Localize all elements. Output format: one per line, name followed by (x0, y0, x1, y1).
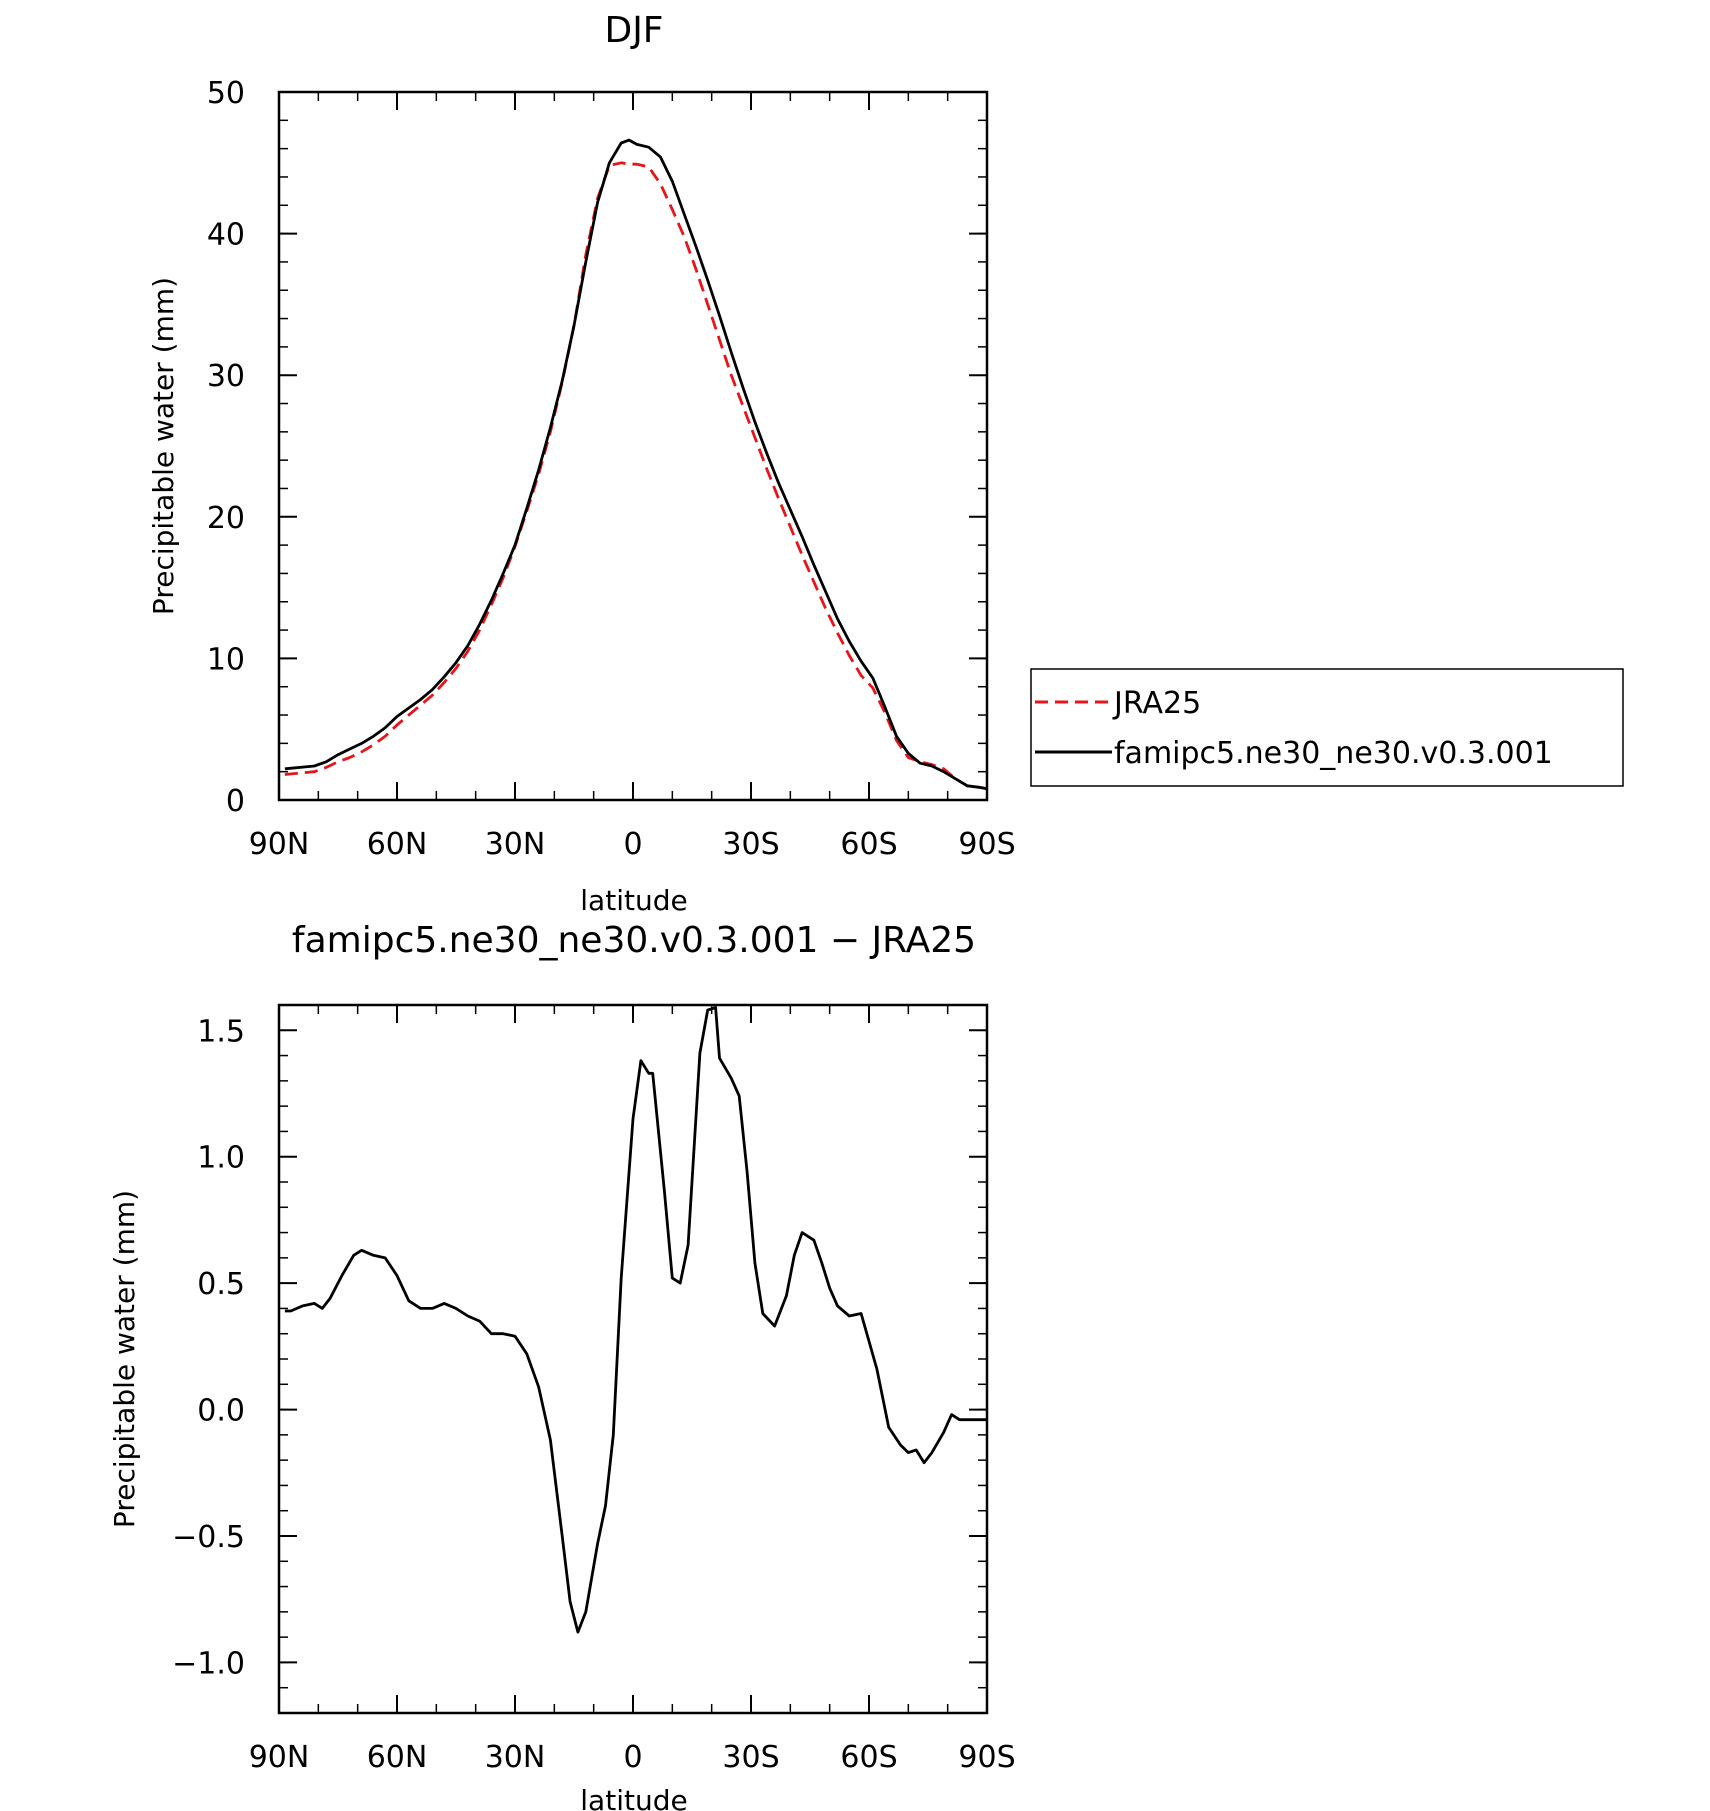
top-xtick-label: 30S (722, 827, 779, 862)
top-xtick-label: 30N (485, 827, 546, 862)
top-xlabel: latitude (580, 884, 687, 917)
bottom-ytick-label: 0.0 (197, 1394, 245, 1429)
top-panel: DJF 90N 60N 30N 0 30S 60S 90S 0 10 20 30 40 50 latit… (147, 10, 1624, 917)
bottom-ytick-label: −0.5 (172, 1520, 245, 1555)
top-ytick-label: 40 (207, 218, 245, 253)
top-ytick-label: 20 (207, 501, 245, 536)
top-plot-title: DJF (604, 10, 663, 51)
bottom-xlabel: latitude (580, 1784, 687, 1811)
bottom-xtick-label: 60N (367, 1740, 428, 1775)
top-series (284, 138, 988, 791)
legend-box (1030, 668, 1624, 787)
top-ytick-label: 50 (207, 76, 245, 111)
top-xtick-label: 60N (367, 827, 428, 862)
bottom-ylabel: Precipitable water (mm) (108, 1190, 141, 1528)
bottom-ytick-label: 0.5 (197, 1267, 245, 1302)
top-xtick-label: 60S (840, 827, 897, 862)
bottom-xtick-label: 60S (840, 1740, 897, 1775)
legend: JRA25 famipc5.ne30_ne30.v0.3.001 (1030, 668, 1624, 787)
bottom-series-line-0 (284, 1006, 987, 1634)
bottom-xtick-label: 30S (722, 1740, 779, 1775)
top-ytick-label: 0 (226, 784, 245, 819)
top-plot-frame (277, 90, 989, 802)
legend-label-model: famipc5.ne30_ne30.v0.3.001 (1114, 736, 1553, 771)
bottom-plot-title: famipc5.ne30_ne30.v0.3.001 − JRA25 (292, 920, 976, 961)
top-series-line-1 (284, 138, 988, 791)
legend-label-jra25: JRA25 (1112, 686, 1201, 721)
bottom-xtick-label: 90S (958, 1740, 1015, 1775)
top-xtick-label: 90S (958, 827, 1015, 862)
bottom-ytick-label: −1.0 (172, 1646, 245, 1681)
top-xtick-label: 90N (249, 827, 310, 862)
top-ylabel: Precipitable water (mm) (147, 277, 180, 615)
bottom-series (284, 1006, 987, 1634)
top-series-line-0 (284, 161, 988, 791)
top-ytick-label: 10 (207, 642, 245, 677)
bottom-tick-labels: 90N 60N 30N 0 30S 60S 90S −1.0 −0.5 0.0 0.5 1.0 1.5 (172, 1014, 1015, 1775)
bottom-xtick-label: 0 (623, 1740, 642, 1775)
bottom-panel: famipc5.ne30_ne30.v0.3.001 − JRA25 90N 60… (108, 920, 1016, 1811)
bottom-xtick-label: 90N (249, 1740, 310, 1775)
bottom-xtick-label: 30N (485, 1740, 546, 1775)
top-ytick-label: 30 (207, 359, 245, 394)
bottom-ytick-label: 1.5 (197, 1014, 245, 1049)
top-xtick-label: 0 (623, 827, 642, 862)
top-tick-labels: 90N 60N 30N 0 30S 60S 90S 0 10 20 30 40 50 (207, 76, 1016, 862)
bottom-plot-frame (277, 1003, 989, 1715)
bottom-ytick-label: 1.0 (197, 1141, 245, 1176)
